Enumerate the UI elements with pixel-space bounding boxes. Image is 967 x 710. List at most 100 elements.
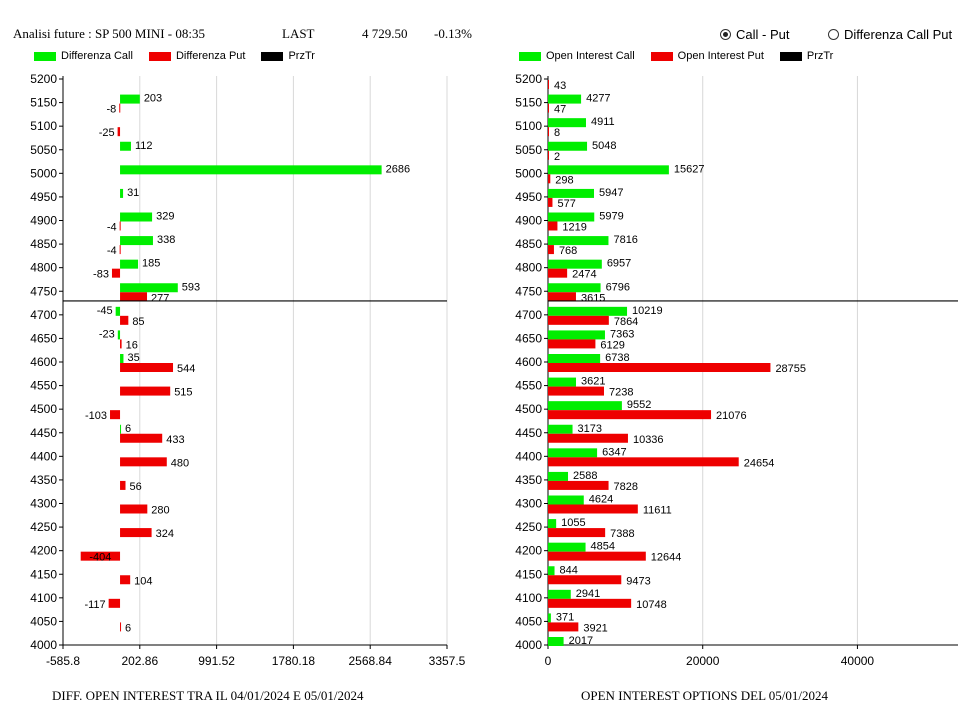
bar-oi-put: [548, 575, 622, 585]
y-tick-label: 5000: [30, 166, 57, 180]
bar-diff-put: [80, 551, 121, 561]
data-label: 593: [182, 281, 200, 293]
data-label: 5947: [599, 187, 623, 199]
data-label: 6: [125, 622, 131, 634]
right-chart-caption: OPEN INTEREST OPTIONS DEL 05/01/2024: [581, 688, 828, 703]
x-tick-label: 20000: [686, 654, 720, 668]
data-label: 7363: [610, 328, 634, 340]
data-label: -404: [89, 552, 111, 564]
y-tick-label: 5150: [515, 96, 542, 110]
bar-oi-call: [548, 283, 601, 293]
last-value: 4 729.50: [362, 26, 408, 41]
legend-item: PrzTr: [806, 50, 834, 62]
bar-oi-put: [548, 103, 549, 113]
y-tick-label: 4100: [30, 591, 57, 605]
data-label: 9552: [627, 399, 651, 411]
y-tick-label: 4200: [515, 544, 542, 558]
data-label: -103: [85, 410, 107, 422]
data-label: 15627: [674, 163, 705, 175]
bar-oi-put: [548, 622, 579, 632]
bar-oi-put: [548, 221, 558, 231]
legend-item: Differenza Put: [175, 50, 246, 62]
bar-oi-call: [548, 188, 595, 198]
bar-oi-call: [548, 118, 586, 128]
data-label: 21076: [716, 410, 747, 422]
data-label: 2: [554, 151, 560, 163]
y-tick-label: 4950: [515, 190, 542, 204]
bar-oi-call: [548, 354, 601, 363]
data-label: -8: [106, 104, 116, 116]
y-tick-label: 4400: [30, 449, 57, 463]
bar-diff-call: [120, 354, 124, 363]
bar-diff-call: [120, 259, 139, 269]
bar-diff-put: [119, 245, 121, 255]
x-tick-label: -585.8: [46, 654, 80, 668]
radio-call-put[interactable]: Call - Put: [720, 27, 789, 42]
y-tick-label: 4300: [515, 497, 542, 511]
data-label: 4277: [586, 93, 610, 105]
data-label: 4624: [589, 494, 613, 506]
data-label: 280: [151, 505, 169, 517]
y-tick-label: 5050: [30, 143, 57, 157]
data-label: 4911: [591, 116, 615, 128]
data-label: 6738: [605, 352, 629, 364]
data-label: 7864: [614, 316, 638, 328]
y-tick-label: 4300: [30, 497, 57, 511]
bar-oi-put: [548, 197, 553, 207]
bar-diff-call: [117, 330, 121, 340]
data-label: 3921: [583, 622, 607, 634]
bar-diff-call: [120, 188, 124, 198]
bar-oi-put: [548, 363, 771, 372]
data-label: 10219: [632, 305, 663, 317]
x-tick-label: 2568.84: [349, 654, 393, 668]
data-label: 7388: [610, 528, 634, 540]
bar-oi-call: [548, 306, 628, 316]
data-label: 338: [157, 234, 175, 246]
bar-oi-call: [548, 165, 669, 175]
bar-oi-call: [548, 259, 602, 269]
bar-oi-call: [548, 330, 605, 340]
data-label: 16: [126, 339, 138, 351]
bar-diff-put: [110, 410, 121, 420]
data-label: 2686: [386, 163, 410, 175]
data-label: 47: [554, 104, 566, 116]
y-tick-label: 4500: [30, 402, 57, 416]
y-tick-label: 5150: [30, 96, 57, 110]
chart-title: Analisi future : SP 500 MINI - 08:35: [13, 26, 205, 41]
bar-oi-put: [548, 292, 576, 302]
y-tick-label: 4800: [30, 261, 57, 275]
x-tick-label: 991.52: [198, 654, 235, 668]
left-chart-caption: DIFF. OPEN INTEREST TRA IL 04/01/2024 E …: [52, 688, 364, 703]
data-label: 7828: [614, 481, 638, 493]
data-label: 85: [132, 316, 144, 328]
y-tick-label: 4500: [515, 402, 542, 416]
y-tick-label: 4150: [30, 567, 57, 581]
y-tick-label: 4600: [515, 355, 542, 369]
bar-diff-put: [120, 315, 129, 325]
legend-item: Open Interest Put: [677, 50, 764, 62]
data-label: 3615: [581, 292, 605, 304]
bar-oi-call: [548, 401, 622, 411]
bar-diff-put: [120, 457, 167, 467]
bar-oi-call: [548, 141, 588, 151]
data-label: 480: [171, 457, 189, 469]
data-label: 10336: [633, 434, 664, 446]
bar-diff-put: [120, 575, 131, 585]
radio-selected-icon: [720, 29, 731, 40]
data-label: 1219: [562, 222, 586, 234]
data-label: 10748: [636, 599, 667, 611]
radio-differenza[interactable]: Differenza Call Put: [828, 27, 952, 42]
y-tick-label: 4750: [30, 284, 57, 298]
y-tick-label: 4350: [30, 473, 57, 487]
bar-oi-call: [548, 424, 573, 434]
legend-item: Differenza Call: [61, 50, 133, 62]
y-tick-label: 4050: [30, 614, 57, 628]
y-tick-label: 5200: [515, 72, 542, 86]
y-tick-label: 4650: [30, 331, 57, 345]
bar-diff-put: [120, 363, 174, 372]
data-label: 35: [127, 352, 139, 364]
bar-oi-put: [548, 480, 609, 490]
data-label: 56: [129, 481, 141, 493]
data-label: 2017: [569, 635, 593, 647]
